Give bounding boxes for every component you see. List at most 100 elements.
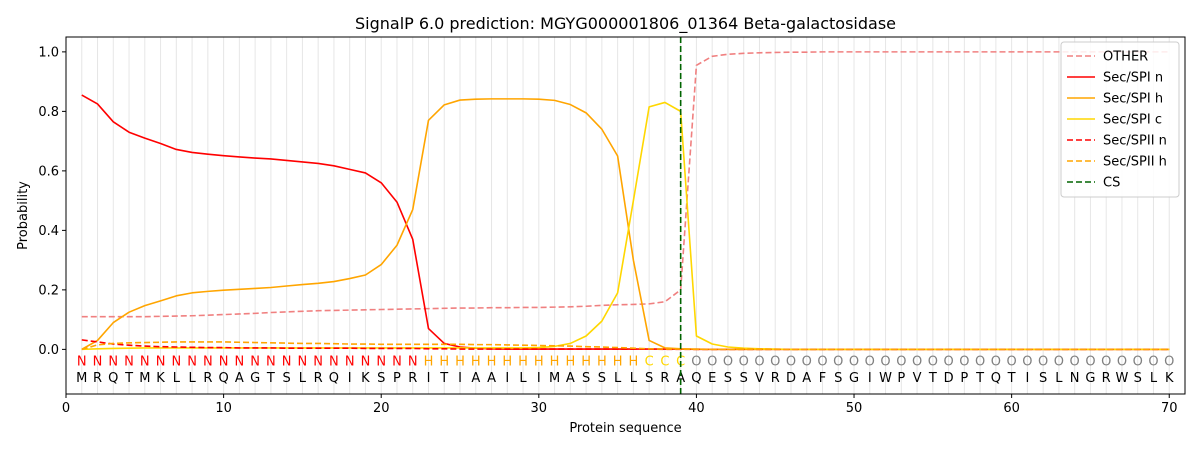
residue-letter: S xyxy=(283,371,291,386)
region-label: O xyxy=(707,355,717,370)
region-label: N xyxy=(171,355,181,370)
series-line-sec-spii-n xyxy=(81,339,1170,351)
residue-letter: R xyxy=(93,371,102,386)
residue-letter: S xyxy=(1039,371,1047,386)
region-label: N xyxy=(282,355,292,370)
residue-letter: S xyxy=(1134,371,1142,386)
region-label: O xyxy=(896,355,906,370)
region-label: O xyxy=(723,355,733,370)
residue-letter: Q xyxy=(991,371,1001,386)
region-label: H xyxy=(565,355,575,370)
region-label: N xyxy=(408,355,418,370)
region-label: O xyxy=(1070,355,1080,370)
residue-letter: T xyxy=(1007,371,1016,386)
residue-letter: G xyxy=(1085,371,1095,386)
region-label: O xyxy=(754,355,764,370)
residue-letter: T xyxy=(928,371,937,386)
residue-letter: S xyxy=(582,371,590,386)
grid-lines xyxy=(81,37,1170,394)
region-label: N xyxy=(298,355,308,370)
residue-letter: W xyxy=(1116,371,1129,386)
legend-label: CS xyxy=(1103,176,1120,191)
region-label: O xyxy=(770,355,780,370)
residue-letter: I xyxy=(427,371,431,386)
residue-letter: R xyxy=(771,371,780,386)
region-label: H xyxy=(487,355,497,370)
y-axis-ticks: 0.0 0.2 0.4 0.6 0.8 1.0 xyxy=(38,45,66,358)
residue-letter: Q xyxy=(329,371,339,386)
sequence-labels: NMNRNQNTNMNKNLNLNRNQNANGNTNSNLNRNQNINKNS… xyxy=(76,355,1174,386)
region-label: H xyxy=(424,355,434,370)
region-label: N xyxy=(361,355,371,370)
region-label: O xyxy=(1101,355,1111,370)
region-label: N xyxy=(203,355,213,370)
residue-letter: P xyxy=(897,371,905,386)
region-label: N xyxy=(156,355,166,370)
series-layer xyxy=(81,51,1170,351)
residue-letter: S xyxy=(724,371,732,386)
series-line-sec-spii-h xyxy=(81,341,1170,351)
region-label: O xyxy=(739,355,749,370)
residue-letter: F xyxy=(819,371,826,386)
region-label: N xyxy=(234,355,244,370)
x-tick-label: 10 xyxy=(215,401,232,416)
residue-letter: G xyxy=(849,371,859,386)
region-label: O xyxy=(1148,355,1158,370)
x-tick-label: 20 xyxy=(373,401,390,416)
region-label: N xyxy=(93,355,103,370)
region-label: H xyxy=(597,355,607,370)
residue-letter: S xyxy=(740,371,748,386)
legend-label: Sec/SPII h xyxy=(1103,155,1167,170)
residue-letter: A xyxy=(471,371,480,386)
residue-letter: V xyxy=(755,371,764,386)
region-label: O xyxy=(912,355,922,370)
residue-letter: L xyxy=(1055,371,1063,386)
y-axis-title: Probability xyxy=(16,181,31,250)
region-label: O xyxy=(959,355,969,370)
residue-letter: I xyxy=(348,371,352,386)
region-label: H xyxy=(455,355,465,370)
residue-letter: I xyxy=(458,371,462,386)
region-label: O xyxy=(1164,355,1174,370)
region-label: H xyxy=(581,355,591,370)
region-label: N xyxy=(219,355,229,370)
region-label: O xyxy=(786,355,796,370)
region-label: N xyxy=(313,355,323,370)
residue-letter: L xyxy=(188,371,196,386)
residue-letter: L xyxy=(630,371,638,386)
residue-letter: S xyxy=(834,371,842,386)
residue-letter: L xyxy=(299,371,307,386)
residue-letter: T xyxy=(975,371,984,386)
residue-letter: Q xyxy=(691,371,701,386)
region-label: C xyxy=(645,355,654,370)
residue-letter: E xyxy=(708,371,716,386)
x-axis-ticks: 0 10 20 30 40 50 60 70 xyxy=(62,394,1178,416)
residue-letter: S xyxy=(645,371,653,386)
y-tick-label: 0.4 xyxy=(38,224,59,239)
residue-letter: I xyxy=(1025,371,1029,386)
residue-letter: M xyxy=(139,371,150,386)
residue-letter: T xyxy=(124,371,133,386)
region-label: H xyxy=(471,355,481,370)
residue-letter: R xyxy=(1102,371,1111,386)
legend-label: Sec/SPI c xyxy=(1103,113,1162,128)
region-label: O xyxy=(1007,355,1017,370)
region-label: H xyxy=(502,355,512,370)
region-label: N xyxy=(345,355,355,370)
residue-letter: G xyxy=(250,371,260,386)
residue-letter: R xyxy=(314,371,323,386)
y-tick-label: 0.2 xyxy=(38,283,59,298)
y-tick-label: 0.8 xyxy=(38,105,59,120)
residue-letter: A xyxy=(566,371,575,386)
region-label: O xyxy=(817,355,827,370)
legend-label: Sec/SPII n xyxy=(1103,134,1167,149)
residue-letter: I xyxy=(868,371,872,386)
legend: OTHER Sec/SPI n Sec/SPI h Sec/SPI c Sec/SPII… xyxy=(1060,41,1180,198)
region-label: N xyxy=(376,355,386,370)
region-label: N xyxy=(392,355,402,370)
residue-letter: L xyxy=(519,371,527,386)
residue-letter: T xyxy=(266,371,275,386)
region-label: N xyxy=(77,355,87,370)
